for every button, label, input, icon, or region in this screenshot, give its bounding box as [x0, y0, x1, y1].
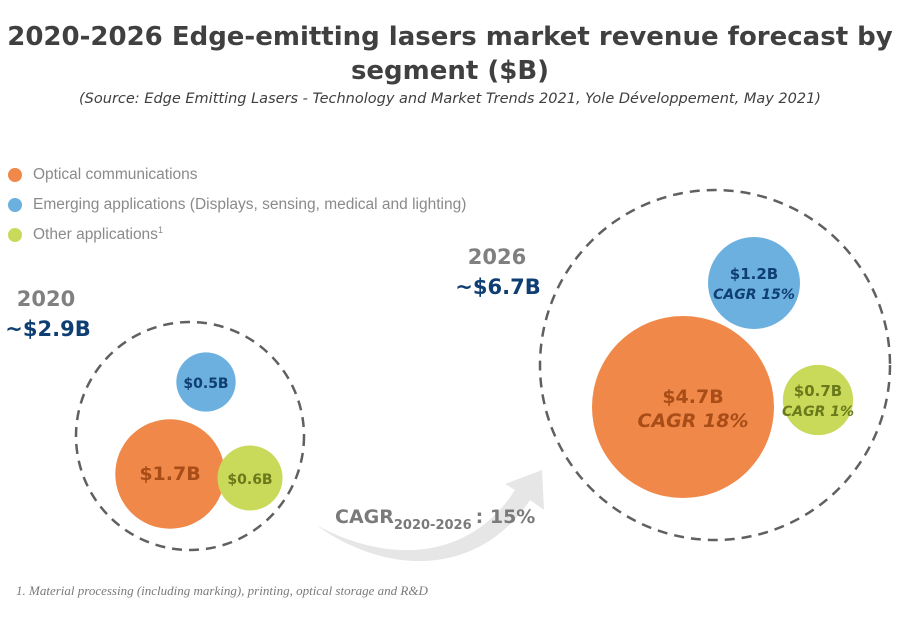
- growth-arrow: [316, 470, 544, 562]
- overall-cagr-period: 2020-2026: [394, 518, 472, 533]
- footnote-marker: 1: [157, 225, 163, 236]
- bubble-other-2020: [217, 445, 283, 511]
- legend-dot-optical: [8, 168, 22, 182]
- bubble-emerging-2026: [708, 237, 800, 329]
- total-label-2020: ~$2.9B: [5, 317, 90, 341]
- total-outline-2020: [74, 320, 306, 552]
- bubble-other-2026: [782, 364, 854, 436]
- bubble-optical-2026: [592, 316, 774, 498]
- legend-item-emerging: Emerging applications (Displays, sensing…: [8, 190, 466, 220]
- legend-item-optical: Optical communications: [8, 160, 466, 190]
- legend: Optical communications Emerging applicat…: [8, 160, 466, 250]
- overall-cagr-label: CAGR2020-2026 : 15%: [335, 506, 535, 533]
- legend-item-other: Other applications1: [8, 220, 466, 250]
- overall-cagr-prefix: CAGR: [335, 506, 394, 528]
- value-label-other-2020: $0.6B: [227, 472, 272, 488]
- year-label-2026: 2026: [468, 245, 526, 269]
- bubble-emerging-2020: [176, 352, 236, 412]
- chart-subtitle: (Source: Edge Emitting Lasers - Technolo…: [79, 91, 821, 107]
- cagr-label-other-2026: CAGR 1%: [782, 404, 854, 420]
- legend-label: Optical communications: [33, 166, 198, 183]
- footnote: 1. Material processing (including markin…: [16, 583, 428, 598]
- legend-dot-emerging: [8, 198, 22, 212]
- legend-label: Emerging applications (Displays, sensing…: [33, 196, 467, 213]
- value-label-other-2026: $0.7B: [794, 382, 842, 400]
- cagr-label-emerging-2026: CAGR 15%: [713, 287, 795, 303]
- year-label-2020: 2020: [17, 287, 75, 311]
- bubble-optical-2020: [115, 419, 225, 529]
- value-label-optical-2020: $1.7B: [139, 463, 200, 485]
- total-label-2026: ~$6.7B: [455, 275, 540, 299]
- overall-cagr-value: : 15%: [476, 506, 536, 528]
- cagr-label-optical-2026: CAGR 18%: [638, 410, 749, 432]
- value-label-optical-2026: $4.7B: [662, 386, 723, 408]
- chart-title: 2020-2026 Edge-emitting lasers market re…: [7, 22, 893, 86]
- value-label-emerging-2020: $0.5B: [183, 376, 228, 392]
- legend-label-text: Other applications: [33, 226, 158, 244]
- value-label-emerging-2026: $1.2B: [730, 265, 778, 283]
- total-outline-2026: [538, 188, 892, 542]
- legend-dot-other: [8, 228, 22, 242]
- legend-label: Other applications1: [33, 225, 163, 244]
